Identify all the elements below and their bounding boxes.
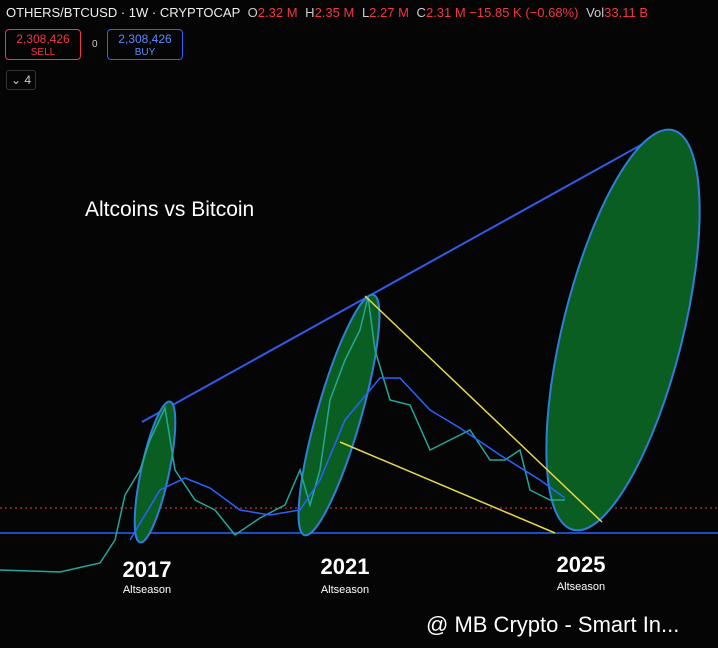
sell-label: SELL xyxy=(30,47,56,58)
buy-price: 2,308,426 xyxy=(118,32,172,46)
sell-button[interactable]: 2,308,426 SELL xyxy=(5,29,81,60)
ohlc-value: 2.32 M xyxy=(257,5,298,20)
watermark: @ MB Crypto - Smart In... xyxy=(426,612,679,637)
ohlc-key: C xyxy=(416,5,426,20)
change: −15.85 K (−0.68%) xyxy=(469,5,579,20)
wedge-line xyxy=(339,441,556,534)
highlight-ellipse xyxy=(545,128,701,532)
price-series xyxy=(0,296,565,573)
season-year: 2017 xyxy=(123,557,172,582)
season-label: Altseason xyxy=(123,584,171,596)
ohlc-key: L xyxy=(361,5,370,20)
season-label: Altseason xyxy=(321,584,369,596)
volume: 33.11 B xyxy=(604,5,649,20)
buy-button[interactable]: 2,308,426 BUY xyxy=(107,29,183,60)
sell-price: 2,308,426 xyxy=(16,32,70,46)
ohlc-value: 2.35 M xyxy=(314,5,355,20)
ohlc-value: 2.31 M xyxy=(425,5,466,20)
indicator-count: 4 xyxy=(24,73,32,87)
indicator-toggle[interactable]: ⌄ 4 xyxy=(6,70,36,90)
wedge-line xyxy=(364,295,603,523)
ohlc-key: H xyxy=(305,5,315,20)
legend-header: OTHERS/BTCUSD · 1W · CRYPTOCAP O2.32 M H… xyxy=(6,5,648,20)
season-year: 2025 xyxy=(557,552,606,577)
highlight-ellipse xyxy=(133,400,177,544)
spread: 0 xyxy=(92,39,98,50)
highlight-ellipse xyxy=(297,293,381,537)
symbol: OTHERS/BTCUSD · 1W · CRYPTOCAP xyxy=(6,5,241,20)
annotation-title: Altcoins vs Bitcoin xyxy=(85,198,254,221)
season-label: Altseason xyxy=(557,581,605,593)
ohlc-key: O xyxy=(247,5,258,20)
buy-label: BUY xyxy=(134,47,156,58)
volume-key: Vol xyxy=(586,5,605,20)
ohlc-value: 2.27 M xyxy=(369,5,409,20)
moving-average xyxy=(129,377,566,541)
season-year: 2021 xyxy=(321,554,370,579)
trend-line xyxy=(141,129,669,423)
